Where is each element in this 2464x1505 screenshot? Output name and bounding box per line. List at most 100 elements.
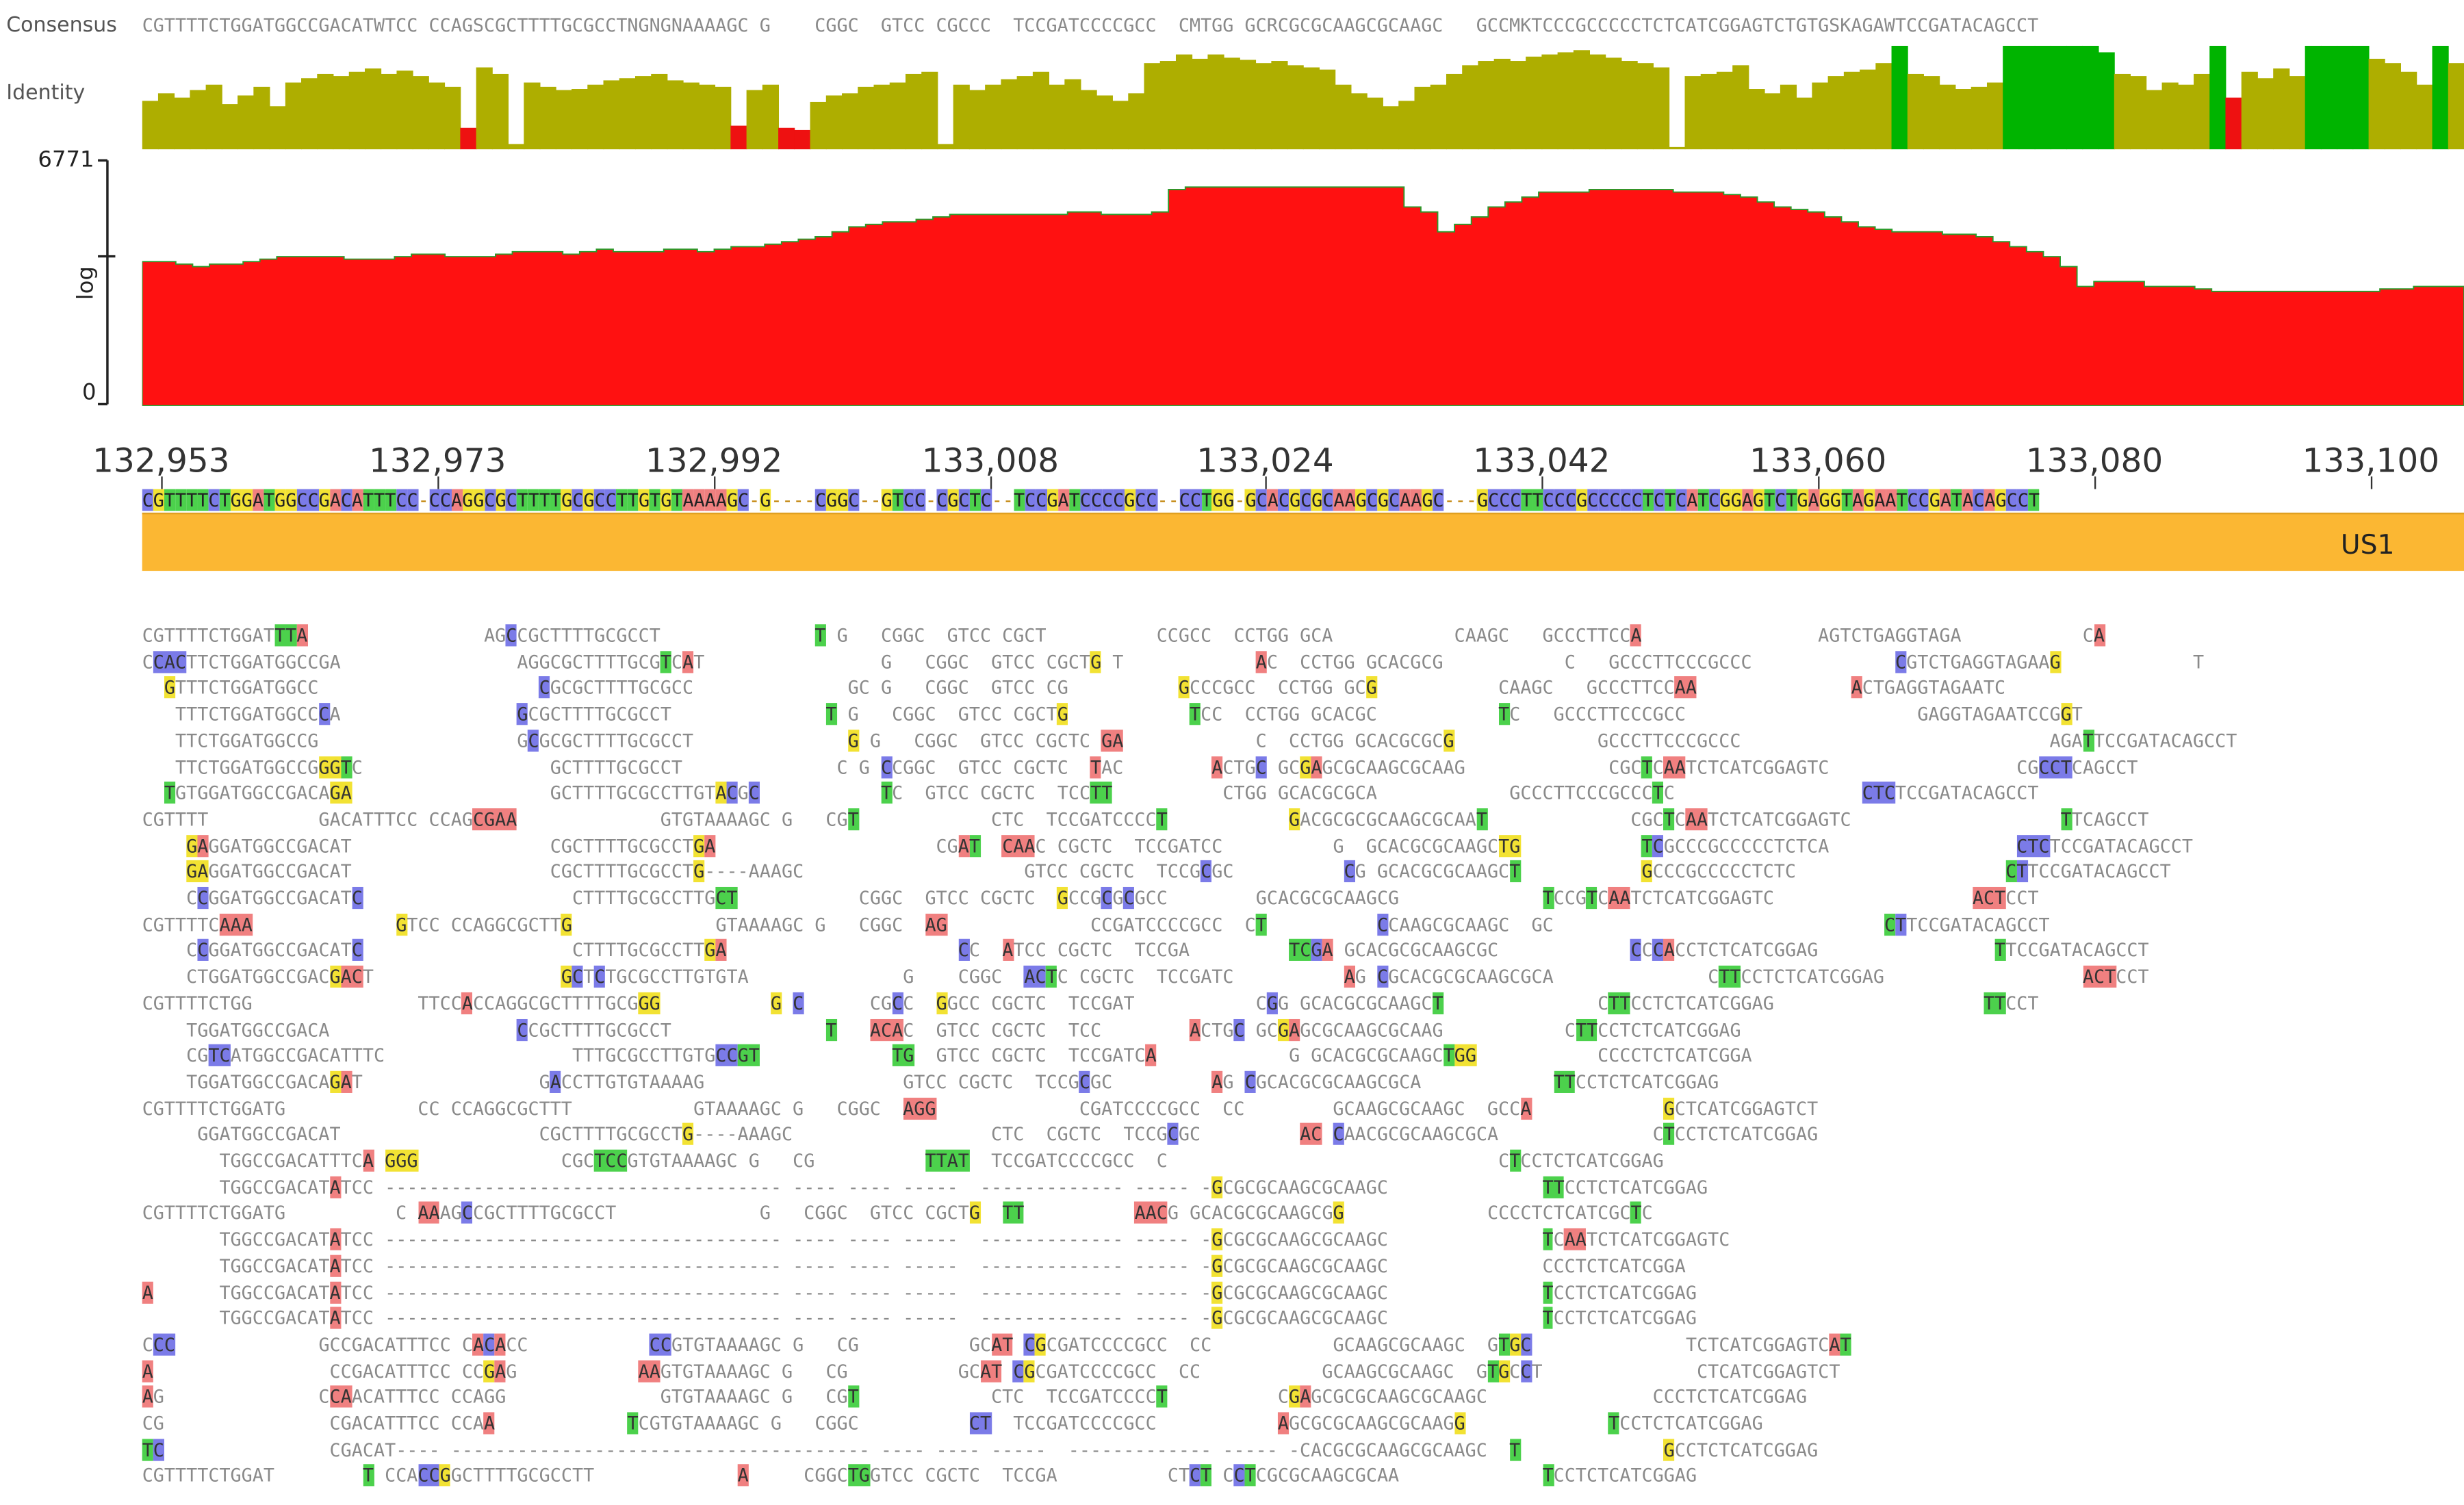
identity-bar — [603, 80, 620, 150]
identity-bar — [1509, 61, 1527, 150]
identity-bar — [205, 84, 222, 150]
identity-bar — [1255, 63, 1272, 150]
identity-bar — [1923, 76, 1940, 150]
identity-bar — [2225, 97, 2242, 150]
read-row[interactable]: A CCGACATTTCC CCGAG AAGTGTAAAAGC G CG GC… — [142, 1359, 1840, 1382]
read-row[interactable]: A TGGCCGACATATCC -----------------------… — [142, 1281, 1697, 1303]
ruler-tick-label: 132,992 — [645, 441, 783, 480]
read-row[interactable]: TC CGACAT---- --------------------------… — [142, 1438, 1819, 1461]
read-row[interactable]: TGGCCGACATATCC -------------------------… — [142, 1176, 1708, 1198]
identity-bar — [1223, 57, 1240, 150]
identity-bar — [142, 101, 159, 150]
read-row[interactable]: CGTTTTCAAA GTCC CCAGGCGCTTG GTAAAAGC G C… — [142, 913, 2050, 936]
read-row[interactable]: CCGGATGGCCGACATC CTTTTGCGCCTTGA CC ATCC … — [142, 939, 2149, 962]
read-row[interactable]: GTTTCTGGATGGCC CGCGCTTTTGCGCC GC G CGGC … — [164, 676, 2006, 699]
read-row[interactable]: CG CGACATTTCC CCAA TCGTGTAAAAGC G CGGC C… — [142, 1412, 1763, 1435]
read-row[interactable]: CCACTTCTGGATGGCCGA AGGCGCTTTTGCGTCAT G C… — [142, 650, 2205, 673]
read-row[interactable]: CTGGATGGCCGACGACT GCTCTGCGCCTTGTGTA G CG… — [142, 966, 2149, 988]
consensus-sequence[interactable]: CGTTTTCTGGATGGCCGACATWTCC CCAGSCGCTTTTGC… — [142, 14, 2039, 36]
read-row[interactable]: CGTTTT GACATTTCC CCAGCGAA GTGTAAAAGC G C… — [142, 808, 2149, 830]
annotation-us1[interactable]: US1 — [142, 513, 2464, 571]
ruler-tick-label: 133,008 — [921, 441, 1060, 480]
identity-bar — [825, 95, 843, 150]
identity-bar — [1366, 97, 1383, 150]
read-row[interactable]: CGTTTTCTGGATTTA AGCCGCTTTTGCGCCT T G CGG… — [142, 624, 2105, 647]
ruler-tick-mark — [2094, 476, 2096, 489]
identity-bar — [317, 73, 334, 150]
identity-bar — [1128, 93, 1145, 150]
identity-bar — [1891, 45, 1908, 150]
read-row[interactable]: CGTTTTCTGGATG CC CCAGGCGCTTT GTAAAAGC G … — [142, 1096, 1819, 1120]
identity-bar — [1192, 58, 1209, 150]
identity-bar — [1573, 50, 1590, 150]
identity-bar — [2352, 45, 2370, 150]
identity-bar — [1986, 82, 2004, 150]
reference-sequence[interactable]: CGTTTTCTGGATGGCCGACATTTCC-CCAGGCGCTTTTGC… — [142, 489, 2040, 511]
identity-bar — [301, 78, 318, 150]
ruler-tick-label: 133,024 — [1196, 441, 1334, 480]
read-row[interactable]: CGTTTTCTGG TTCCACCAGGCGCTTTTGCGGG G C CG… — [142, 992, 2039, 1014]
read-row[interactable]: GAGGATGGCCGACAT CGCTTTTGCGCCTGA CGAT CAA… — [186, 834, 2194, 857]
identity-bar — [1541, 54, 1558, 150]
ruler-tick-label: 133,060 — [1749, 441, 1887, 480]
read-row[interactable]: AG CCAACATTTCC CCAGG GTGTAAAAGC G CGT CT… — [142, 1386, 1808, 1408]
read-row[interactable]: TGTGGATGGCCGACAGA GCTTTTGCGCCTTGTACGC TC… — [164, 782, 2039, 804]
identity-bar — [2257, 78, 2274, 150]
identity-bar — [1350, 93, 1368, 150]
coverage-min-label: 0 — [82, 381, 97, 406]
identity-bar — [491, 73, 509, 150]
identity-bar — [555, 90, 572, 150]
read-row[interactable]: CGTTTTCTGGAT T CCACCGGCTTTTGCGCCTT A CGG… — [142, 1465, 1697, 1487]
identity-bar — [364, 68, 382, 150]
read-row[interactable]: TGGCCGACATTTCA GGG CGCTCCGTGTAAAAGC G CG… — [142, 1149, 1664, 1172]
identity-bar — [1669, 146, 1686, 150]
identity-bar — [873, 84, 890, 150]
read-row[interactable]: CCGGATGGCCGACATC CTTTTGCGCCTTGCT CGGC GT… — [142, 886, 2039, 910]
read-row[interactable]: CCC GCCGACATTTCC CACACC CCGTGTAAAAGC G C… — [142, 1333, 1851, 1356]
identity-bar — [157, 93, 175, 150]
identity-bar — [2209, 45, 2226, 150]
identity-bar — [1827, 76, 1845, 150]
identity-bar — [794, 129, 811, 150]
identity-bar — [651, 73, 668, 150]
coverage-area — [142, 186, 2464, 406]
identity-bar — [985, 84, 1002, 150]
identity-bar — [2082, 45, 2099, 150]
identity-bar — [396, 70, 413, 150]
read-row[interactable]: TGGATGGCCGACA CCGCTTTTGCGCCT T ACAC GTCC… — [142, 1018, 1741, 1040]
identity-bar — [1526, 56, 1543, 150]
ruler-tick-mark — [161, 476, 163, 489]
ruler-tick-label: 132,953 — [92, 441, 230, 480]
read-row[interactable]: CGTCATGGCCGACATTTC TTTGCGCCTTGTGCCGT TG … — [142, 1044, 1752, 1067]
identity-track[interactable] — [142, 39, 2464, 150]
identity-bar — [905, 73, 923, 150]
identity-bar — [348, 71, 365, 150]
read-row[interactable]: TGGCCGACATATCC -------------------------… — [142, 1228, 1730, 1250]
identity-bar — [1398, 101, 1415, 150]
identity-bar — [508, 144, 525, 150]
read-row[interactable]: TTCTGGATGGCCGGGTC GCTTTTGCGCCT C G CCGGC… — [142, 756, 2138, 778]
identity-bar — [1335, 84, 1352, 150]
identity-bar — [1112, 101, 1129, 150]
read-row[interactable]: CGTTTTCTGGATG C AAAGCCGCTTTTGCGCCT G CGG… — [142, 1202, 1653, 1224]
identity-bar — [1144, 63, 1161, 150]
read-row[interactable]: GAGGATGGCCGACAT CGCTTTTGCGCCTG----AAAGC … — [186, 860, 2171, 883]
identity-bar — [1032, 71, 1050, 150]
read-row[interactable]: TGGCCGACATATCC -------------------------… — [142, 1255, 1686, 1277]
read-row[interactable]: TTCTGGATGGCCG GCGCGCTTTTGCGCCT G G CGGC … — [142, 729, 2237, 751]
identity-bar — [1478, 61, 1495, 150]
read-row[interactable]: TGGCCGACATATCC -------------------------… — [142, 1307, 1697, 1330]
coverage-axis — [98, 159, 116, 406]
identity-bar — [634, 76, 652, 150]
identity-bar — [412, 76, 429, 150]
ruler-tick-mark — [2370, 476, 2373, 489]
identity-bar — [1175, 54, 1193, 150]
read-row[interactable]: GGATGGCCGACAT CGCTTTTGCGCCTG----AAAGC CT… — [142, 1123, 1819, 1146]
identity-bar — [730, 125, 747, 150]
reads-pileup[interactable]: CGTTTTCTGGATTTA AGCCGCTTTTGCGCCT T G CGG… — [0, 623, 2464, 1504]
coverage-track[interactable] — [142, 157, 2464, 406]
identity-bar — [1493, 58, 1511, 150]
read-row[interactable]: TGGATGGCCGACAGAT GACCTTGTGTAAAAG GTCC CG… — [142, 1070, 1719, 1093]
identity-bar — [889, 82, 906, 150]
read-row[interactable]: TTTCTGGATGGCCCA GCGCTTTTGCGCCT T G CGGC … — [142, 703, 2083, 725]
